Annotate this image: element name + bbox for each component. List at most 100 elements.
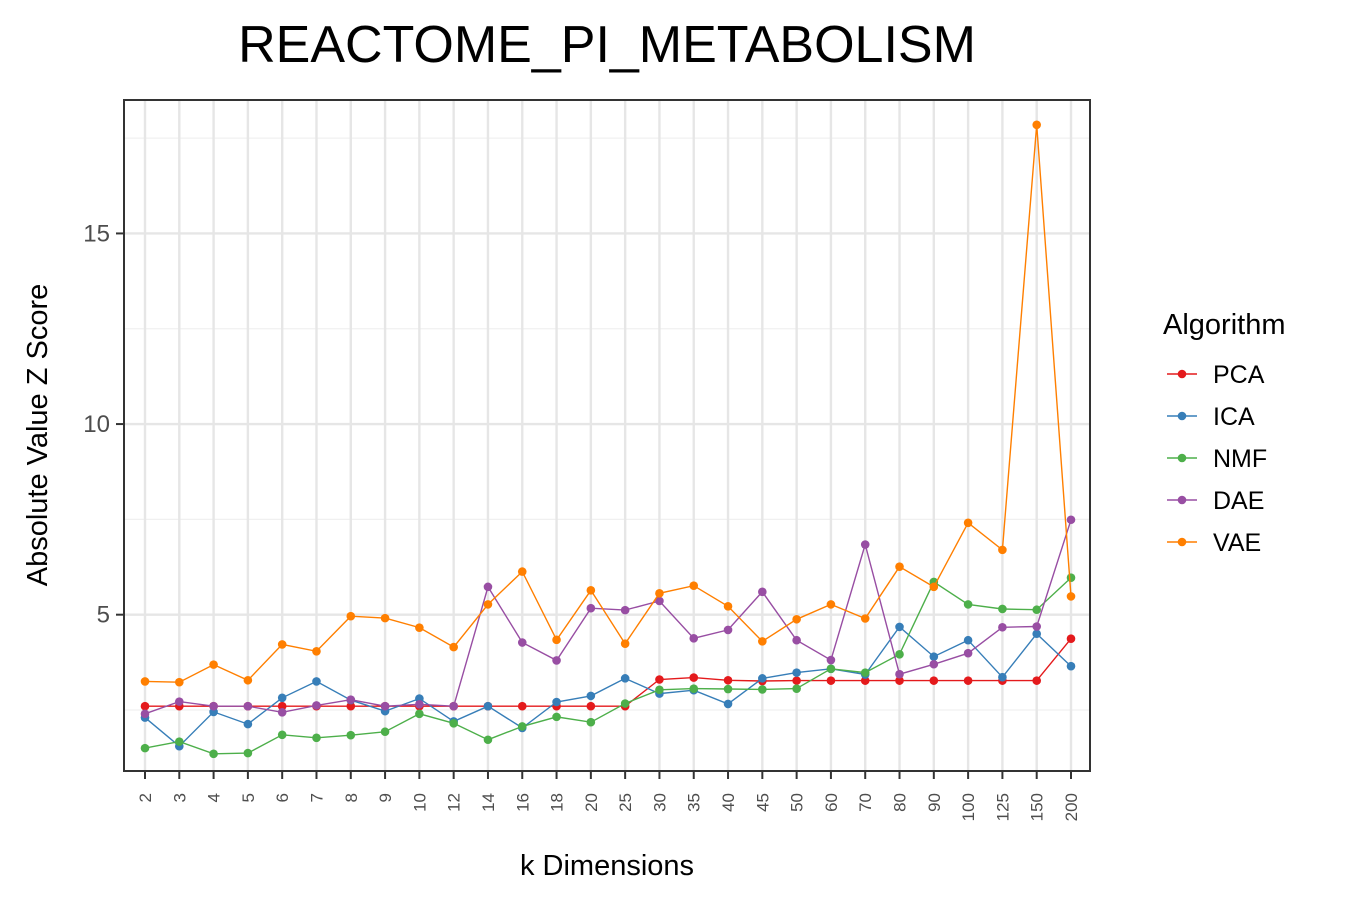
grid-major xyxy=(124,100,1090,771)
data-point xyxy=(860,540,870,549)
data-point xyxy=(380,613,390,623)
data-point xyxy=(1032,629,1042,639)
xtick-label: 18 xyxy=(548,793,567,812)
data-point xyxy=(826,664,836,674)
data-point xyxy=(655,685,664,695)
data-point xyxy=(449,642,458,652)
data-point xyxy=(517,567,527,576)
data-point xyxy=(483,582,493,592)
data-point xyxy=(963,648,973,658)
grid-minor xyxy=(124,137,1090,711)
legend-label: ICA xyxy=(1213,403,1255,431)
data-point xyxy=(792,635,801,645)
data-point xyxy=(860,668,870,677)
data-point xyxy=(1032,622,1042,631)
data-point xyxy=(483,701,493,711)
data-point xyxy=(723,625,733,635)
data-point xyxy=(929,652,939,661)
data-point xyxy=(860,614,870,623)
xtick-label: 150 xyxy=(1028,793,1047,821)
data-point xyxy=(312,646,321,656)
data-point xyxy=(758,637,767,646)
data-point xyxy=(277,730,287,740)
data-point xyxy=(346,695,356,705)
plot-panel-border xyxy=(123,99,1091,772)
data-point xyxy=(655,589,664,598)
data-point xyxy=(586,701,596,711)
y-axis-title: Absolute Value Z Score xyxy=(22,284,54,587)
data-point xyxy=(826,676,836,685)
data-point xyxy=(209,701,218,711)
x-axis-title: k Dimensions xyxy=(520,850,694,882)
data-point xyxy=(552,697,561,707)
series-nmf xyxy=(140,573,1076,759)
data-point xyxy=(758,587,767,597)
xtick-label: 45 xyxy=(753,793,772,812)
data-point xyxy=(140,701,150,711)
data-point xyxy=(655,596,664,606)
data-point xyxy=(243,719,253,729)
data-point xyxy=(963,635,973,645)
series-layer xyxy=(140,120,1076,759)
legend-label: NMF xyxy=(1213,445,1267,473)
data-point xyxy=(174,677,184,687)
data-point xyxy=(895,622,904,632)
data-point xyxy=(895,669,904,679)
data-point xyxy=(792,668,801,677)
data-point xyxy=(552,712,561,722)
data-point xyxy=(277,640,287,649)
xtick-label: 35 xyxy=(685,793,704,812)
data-point xyxy=(346,611,356,621)
data-point xyxy=(277,701,287,711)
data-point xyxy=(758,674,767,683)
data-point xyxy=(346,730,356,740)
xtick-label: 100 xyxy=(959,793,978,821)
legend-item: ICA xyxy=(1167,403,1255,431)
data-point xyxy=(860,676,870,685)
xtick-label: 60 xyxy=(822,793,841,812)
data-point xyxy=(517,722,527,731)
data-point xyxy=(689,634,699,643)
data-point xyxy=(277,707,287,717)
data-point xyxy=(1066,515,1076,525)
legend-title: Algorithm xyxy=(1163,309,1286,341)
data-point xyxy=(723,684,733,694)
data-point xyxy=(792,614,801,624)
xtick-label: 7 xyxy=(307,793,326,802)
data-point xyxy=(895,650,904,659)
series-line xyxy=(144,519,1072,715)
data-point xyxy=(209,749,218,759)
data-point xyxy=(586,603,596,613)
series-line xyxy=(145,638,1072,707)
data-point xyxy=(415,709,424,719)
xtick-label: 6 xyxy=(273,793,292,802)
legend-label: DAE xyxy=(1213,487,1264,515)
data-point xyxy=(243,675,253,685)
series-vae xyxy=(140,120,1076,687)
xtick-label: 90 xyxy=(925,793,944,812)
data-point xyxy=(929,676,939,685)
xtick-label: 200 xyxy=(1062,793,1081,821)
data-point xyxy=(140,677,150,686)
legend-key-point xyxy=(1177,411,1187,421)
data-point xyxy=(449,719,458,728)
data-point xyxy=(346,701,356,711)
ytick-label: 10 xyxy=(83,411,110,438)
data-point xyxy=(998,622,1007,632)
data-point xyxy=(929,582,939,592)
xtick-label: 10 xyxy=(410,793,429,812)
series-dae xyxy=(140,515,1076,719)
data-point xyxy=(963,676,973,685)
xtick-label: 50 xyxy=(788,793,807,812)
data-point xyxy=(483,735,493,745)
xtick-label: 30 xyxy=(650,793,669,812)
data-point xyxy=(140,743,150,753)
data-point xyxy=(174,737,184,746)
data-point xyxy=(758,685,767,694)
xtick-label: 25 xyxy=(616,793,635,812)
data-point xyxy=(998,604,1007,614)
xtick-label: 14 xyxy=(479,793,498,812)
xtick-label: 2 xyxy=(136,793,155,802)
xtick-label: 5 xyxy=(239,793,258,802)
